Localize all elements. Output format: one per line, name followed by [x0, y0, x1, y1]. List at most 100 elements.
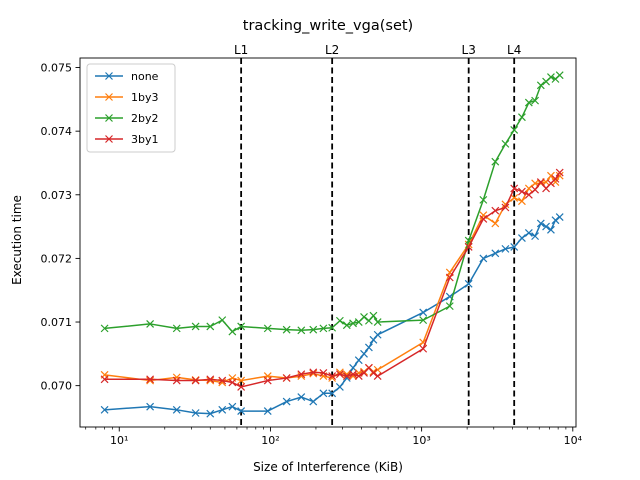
data-point: [335, 316, 344, 325]
data-point: [309, 369, 318, 378]
data-point: [524, 98, 533, 107]
legend-marker: [105, 114, 113, 122]
data-point: [479, 215, 488, 223]
data-point: [524, 229, 533, 237]
data-point: [531, 232, 540, 241]
data-point: [237, 376, 246, 385]
axes-frame: [79, 57, 577, 428]
plot-area: L1 L2 L3 L4 10¹ 10² 10³ 10⁴ 0.070 0.071 0.072 0.073…: [41, 43, 583, 447]
data-point: [228, 327, 237, 336]
data-point: [349, 372, 357, 381]
data-point: [228, 402, 237, 411]
data-point: [373, 330, 382, 339]
data-point: [551, 216, 560, 225]
data-point: [349, 370, 357, 379]
data-point: [547, 171, 555, 180]
y-tick-label: 0.070: [41, 380, 73, 393]
data-point: [263, 324, 272, 333]
data-point: [206, 375, 215, 384]
data-point: [342, 370, 351, 379]
data-point: [100, 375, 109, 384]
data-point: [445, 302, 454, 311]
reference-line-label: L1: [234, 43, 248, 57]
data-point: [369, 335, 378, 344]
data-point: [464, 279, 473, 288]
legend-label: 2by2: [131, 112, 159, 125]
x-tick-label: 10²: [261, 434, 279, 447]
x-tick-label: 10¹: [110, 434, 128, 447]
data-point: [551, 178, 560, 186]
y-tick-label: 0.071: [41, 316, 73, 329]
data-point: [524, 190, 533, 199]
data-point: [524, 184, 533, 193]
data-point: [536, 219, 545, 228]
legend-marker: [105, 72, 113, 80]
data-point: [263, 407, 272, 416]
data-point: [360, 349, 368, 358]
reference-line-label: L2: [325, 43, 339, 57]
data-point: [297, 370, 306, 379]
data-point: [531, 185, 540, 194]
data-point: [146, 375, 155, 384]
data-point: [547, 73, 555, 82]
data-point: [547, 225, 555, 234]
data-point: [228, 378, 237, 387]
data-point: [319, 368, 328, 377]
legend-label: 1by3: [131, 91, 159, 104]
data-point: [146, 376, 155, 385]
data-point: [531, 96, 540, 105]
data-point: [555, 71, 564, 80]
data-point: [555, 213, 564, 221]
data-point: [218, 376, 227, 385]
data-point: [319, 389, 328, 398]
data-point: [491, 249, 500, 258]
data-point: [369, 311, 378, 320]
data-point: [328, 389, 337, 398]
data-point: [354, 356, 363, 365]
data-point: [369, 368, 378, 377]
data-point: [479, 254, 488, 263]
data-point: [518, 234, 526, 242]
legend: none 1by3 2by2 3by1: [86, 63, 176, 153]
data-point: [419, 316, 428, 325]
data-point: [518, 197, 526, 206]
data-point: [282, 397, 291, 406]
legend-marker: [105, 135, 113, 143]
data-point: [360, 313, 368, 321]
data-point: [191, 322, 200, 331]
data-point: [172, 405, 181, 414]
data-point: [536, 178, 545, 186]
legend-label: none: [131, 70, 159, 83]
data-point: [464, 243, 473, 251]
legend-box: [86, 63, 176, 153]
chart-title: tracking_write_vga(set): [243, 18, 413, 34]
data-point: [172, 376, 181, 385]
data-point: [328, 372, 337, 381]
y-tick-label: 0.073: [41, 189, 73, 202]
data-point: [319, 324, 328, 333]
data-point: [542, 222, 550, 231]
data-point: [206, 409, 215, 418]
data-point: [491, 206, 500, 215]
data-point: [551, 174, 560, 183]
data-point: [419, 344, 428, 353]
reference-line-label: L3: [462, 43, 476, 57]
data-point: [191, 409, 200, 417]
data-point: [354, 372, 363, 381]
data-point: [555, 171, 564, 180]
data-point: [501, 203, 510, 212]
data-point: [206, 376, 215, 385]
data-point: [373, 372, 382, 381]
data-point: [419, 308, 428, 317]
data-point: [342, 321, 351, 330]
data-point: [555, 168, 564, 177]
data-point: [373, 318, 382, 326]
reference-line-label: L4: [507, 43, 521, 57]
data-point: [491, 219, 500, 228]
data-point: [479, 195, 488, 204]
data-point: [510, 125, 519, 134]
x-tick-label: 10⁴: [564, 434, 583, 447]
data-point: [501, 244, 510, 253]
data-point: [419, 338, 428, 347]
